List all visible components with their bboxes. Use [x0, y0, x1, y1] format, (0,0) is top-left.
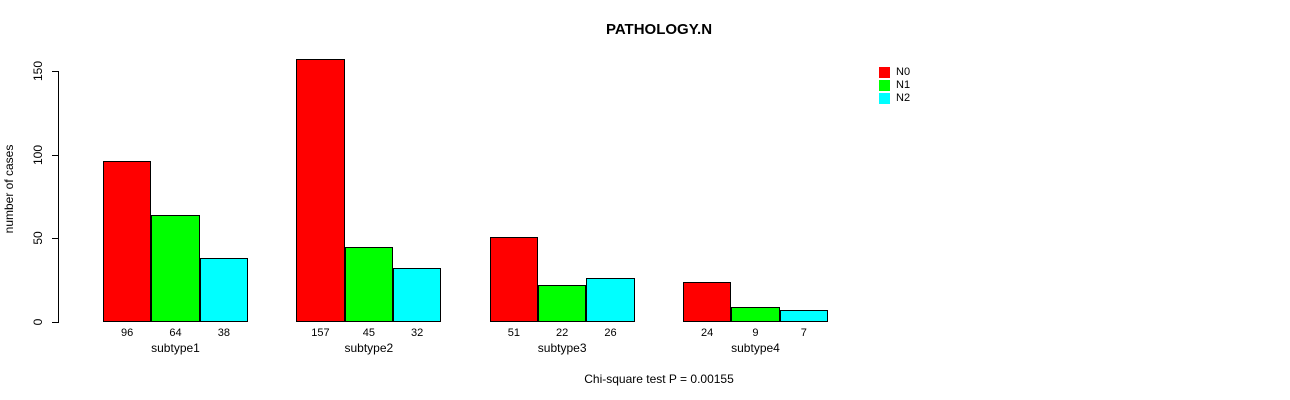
- bar-n1-subtype3: [537, 285, 587, 322]
- y-axis-tick: [52, 71, 58, 72]
- legend-swatch-n0: [879, 67, 890, 78]
- bar-n0-subtype2: [296, 59, 345, 322]
- bar-value-label: 26: [604, 327, 617, 339]
- category-label: subtype3: [537, 341, 587, 355]
- chart-title: PATHOLOGY.N: [605, 21, 713, 38]
- bar-value-label: 9: [752, 327, 759, 339]
- bar-n0-subtype3: [489, 236, 538, 322]
- y-axis-tick: [52, 154, 58, 156]
- bar-value-label: 45: [362, 327, 375, 339]
- chi-square-annotation: Chi-square test P = 0.00155: [584, 372, 734, 386]
- bar-n2-subtype2: [392, 268, 442, 322]
- bar-n0-subtype4: [682, 281, 732, 322]
- bar-value-label: 22: [556, 327, 569, 339]
- bar-value-label: 157: [311, 327, 330, 339]
- legend-label-n1: N1: [896, 78, 911, 91]
- bar-value-label: 96: [121, 327, 134, 339]
- bar-n2-subtype1: [199, 258, 248, 322]
- bar-n1-subtype2: [344, 246, 393, 322]
- legend-label-n2: N2: [896, 91, 911, 104]
- bar-n1-subtype1: [151, 214, 200, 322]
- y-axis-line: [58, 71, 59, 323]
- legend-swatch-n1: [879, 79, 890, 91]
- category-label: subtype2: [344, 341, 394, 355]
- bar-value-label: 32: [411, 327, 424, 339]
- bar-value-label: 7: [800, 327, 807, 339]
- bar-value-label: 24: [701, 327, 714, 339]
- bar-n1-subtype4: [731, 306, 780, 322]
- legend-label-n0: N0: [896, 66, 911, 78]
- bar-n0-subtype1: [103, 161, 152, 322]
- y-axis-tick: [52, 238, 58, 240]
- bar-n2-subtype3: [586, 278, 635, 322]
- bar-value-label: 51: [507, 327, 520, 339]
- category-label: subtype4: [731, 341, 780, 355]
- bar-n2-subtype4: [779, 310, 828, 322]
- bar-value-label: 64: [169, 327, 182, 339]
- legend-swatch-n2: [879, 92, 890, 104]
- bar-value-label: 38: [217, 327, 230, 339]
- category-label: subtype1: [151, 341, 200, 355]
- y-axis-tick: [52, 322, 58, 323]
